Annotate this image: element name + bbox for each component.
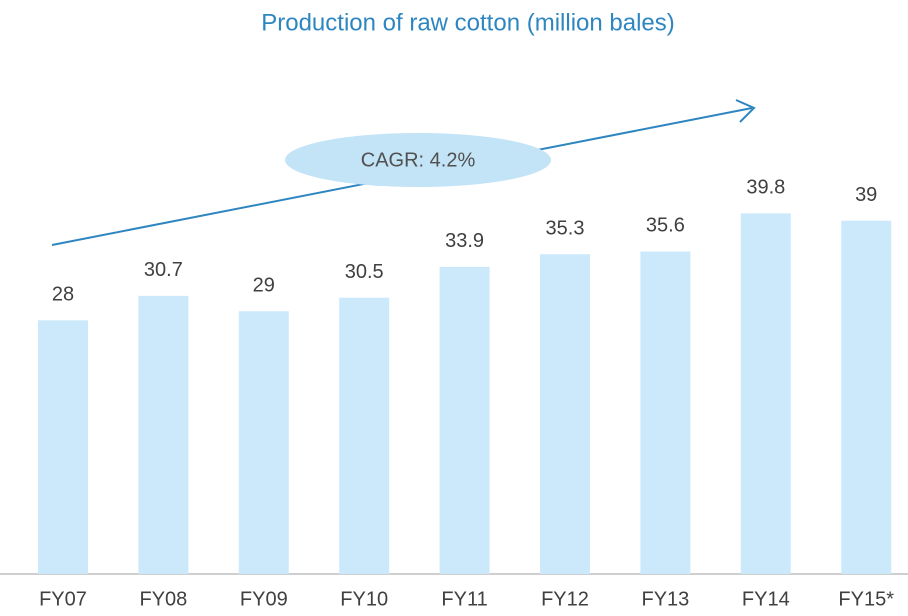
arrow-head — [735, 99, 756, 123]
bar — [339, 297, 390, 574]
value-label: 29 — [253, 275, 275, 297]
x-tick-label: FY08 — [139, 588, 187, 610]
value-label: 28 — [52, 284, 74, 306]
cagr-bubble — [285, 133, 551, 187]
chart-title: Production of raw cotton (million bales) — [261, 9, 675, 36]
x-tick-label: FY09 — [240, 588, 288, 610]
x-tick-label: FY10 — [340, 588, 388, 610]
bar — [540, 254, 590, 574]
bar — [238, 311, 289, 574]
value-label: 30.7 — [144, 259, 183, 281]
x-tick-label: FY11 — [441, 588, 487, 610]
x-tick-label: FY12 — [541, 588, 589, 610]
value-label: 35.6 — [646, 215, 685, 237]
value-label: 39.8 — [746, 177, 785, 199]
bar — [740, 213, 791, 575]
x-tick-label: FY07 — [39, 588, 87, 610]
bar — [138, 295, 189, 574]
value-label: 30.5 — [345, 261, 384, 283]
cagr-label: CAGR: 4.2% — [361, 149, 476, 171]
x-tick-label: FY14 — [742, 588, 790, 610]
x-tick-label: FY15* — [838, 588, 894, 610]
value-label: 35.3 — [546, 217, 585, 239]
value-label: 39 — [855, 184, 877, 206]
bar — [439, 266, 490, 574]
value-label: 33.9 — [445, 230, 484, 252]
x-tick-label: FY13 — [641, 588, 689, 610]
bar — [841, 220, 892, 574]
bar — [640, 251, 691, 575]
bar — [38, 320, 88, 574]
